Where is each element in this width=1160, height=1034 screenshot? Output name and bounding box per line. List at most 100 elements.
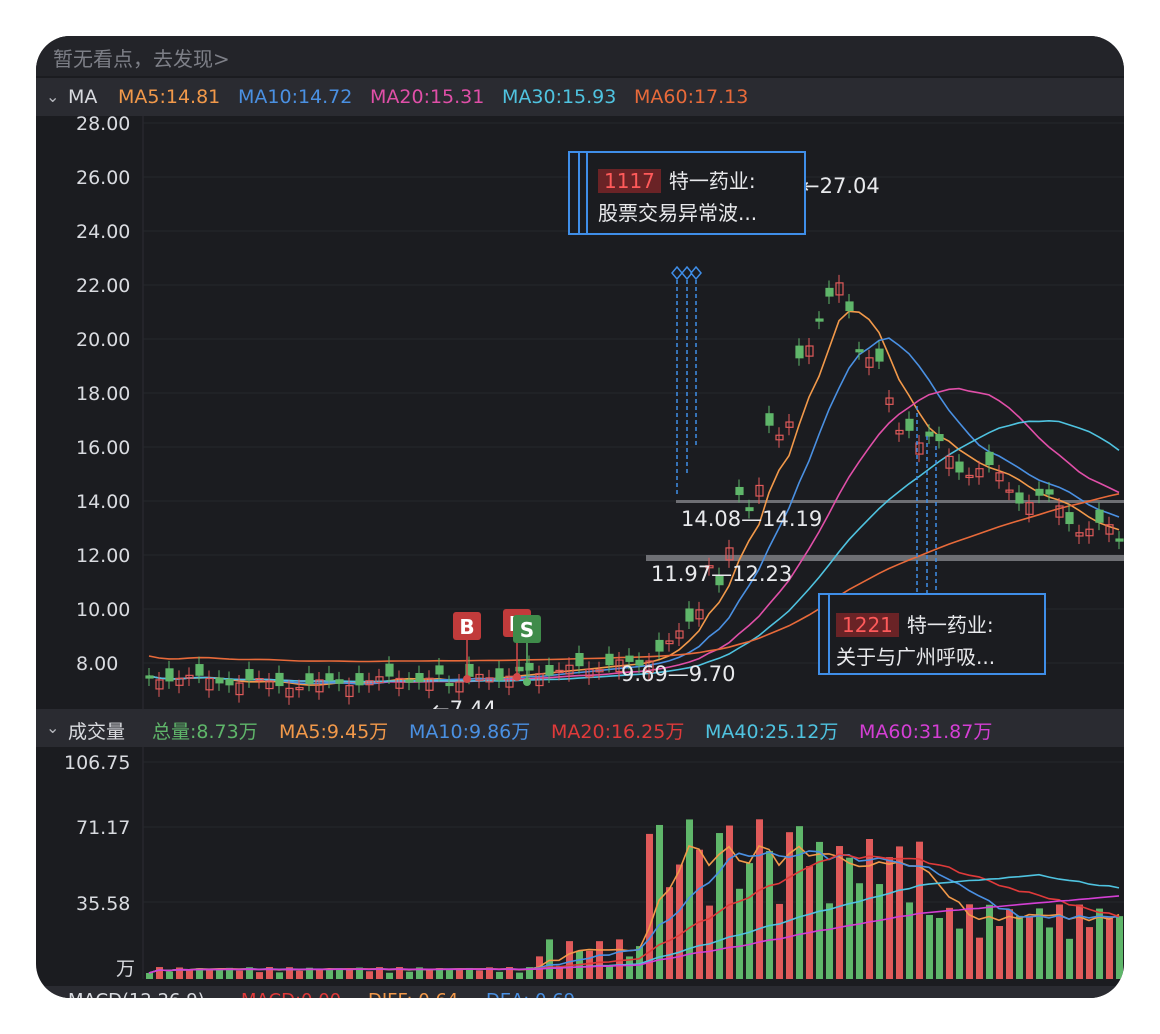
volume-bar xyxy=(846,857,853,979)
candle xyxy=(1055,505,1064,518)
price-chart[interactable]: 28.00 26.00 24.00 22.00 20.00 18.00 16.0… xyxy=(36,116,1124,709)
volume-bar xyxy=(716,833,723,979)
volume-bar xyxy=(486,967,493,979)
candle xyxy=(835,282,844,296)
volume-bar xyxy=(586,950,593,979)
candle xyxy=(1025,502,1034,515)
volume-bar xyxy=(726,825,733,979)
volume-bar xyxy=(496,971,503,979)
candle xyxy=(915,442,924,455)
volume-bar xyxy=(366,971,373,979)
hint-bar[interactable]: 暂无看点，去发现> xyxy=(36,36,1124,76)
news-body-1: 股票交易异常波... xyxy=(598,201,758,225)
volume-bar xyxy=(656,824,663,979)
volume-bar xyxy=(836,846,843,979)
volume-bar xyxy=(606,965,613,979)
volume-header[interactable]: ⌄ 成交量 总量:8.73万 MA5:9.45万 MA10:9.86万 MA20… xyxy=(36,709,1124,747)
candle xyxy=(515,666,524,672)
gap-band-2 xyxy=(646,555,1124,561)
volume-bar xyxy=(236,970,243,979)
volume-bar xyxy=(946,907,953,979)
candle xyxy=(605,653,614,666)
ma-line xyxy=(148,310,1120,686)
volume-bar xyxy=(206,968,213,979)
volume-bar xyxy=(746,863,753,979)
vol-tick-1: 71.17 xyxy=(76,817,130,839)
volume-chevron-down-icon[interactable]: ⌄ xyxy=(46,718,60,737)
candle xyxy=(815,318,824,322)
candle xyxy=(825,287,834,297)
candle xyxy=(645,660,654,673)
volume-bar xyxy=(796,826,803,979)
ma-label: MA xyxy=(68,86,98,108)
news-popup-2[interactable]: 1221 特一药业: 关于与广州呼吸... xyxy=(818,593,1046,675)
candle xyxy=(935,434,944,442)
chart-card: 暂无看点，去发现> ⌄ MA MA5:14.81 MA10:14.72 MA20… xyxy=(36,36,1124,998)
volume-bar xyxy=(256,972,263,979)
volume-bar xyxy=(1056,904,1063,979)
volume-bar xyxy=(466,967,473,979)
macd-header[interactable]: MACD(12,26,9) MACD:0.00 DIFF: 0.64 DEA: … xyxy=(36,986,1124,998)
chevron-down-icon[interactable]: ⌄ xyxy=(46,87,60,106)
volume-bar xyxy=(546,939,553,979)
candle xyxy=(985,451,994,466)
volume-bar xyxy=(1066,938,1073,979)
candle xyxy=(195,664,204,676)
volume-bar xyxy=(856,883,863,979)
candle xyxy=(525,662,534,671)
candle xyxy=(965,474,974,479)
candle xyxy=(845,301,854,312)
volume-bar xyxy=(156,967,163,979)
candle xyxy=(435,665,444,675)
candle xyxy=(885,397,894,405)
volume-bar xyxy=(306,967,313,979)
candle xyxy=(995,472,1004,482)
volume-bar xyxy=(166,971,173,979)
candle xyxy=(185,674,194,679)
sell-marker[interactable]: S xyxy=(513,615,541,686)
volume-bar xyxy=(516,972,523,979)
candle xyxy=(235,682,244,696)
candle xyxy=(795,345,804,359)
price-tick-2: 24.00 xyxy=(76,221,130,243)
low-label: ←7.44 xyxy=(432,697,496,709)
hint-text[interactable]: 暂无看点，去发现> xyxy=(53,47,230,71)
candle xyxy=(665,640,674,645)
volume-bar xyxy=(196,968,203,979)
volume-bar xyxy=(776,903,783,979)
volume-bar xyxy=(966,904,973,979)
volume-bar xyxy=(626,956,633,979)
candle xyxy=(355,673,364,686)
candle xyxy=(1035,488,1044,496)
candle xyxy=(575,653,584,667)
price-tick-9: 10.00 xyxy=(76,599,130,621)
price-tick-1: 26.00 xyxy=(76,167,130,189)
ma-header[interactable]: ⌄ MA MA5:14.81 MA10:14.72 MA20:15.31 MA3… xyxy=(36,78,1124,116)
price-tick-8: 12.00 xyxy=(76,545,130,567)
candle xyxy=(955,461,964,473)
price-tick-4: 20.00 xyxy=(76,329,130,351)
volume-bar xyxy=(226,967,233,979)
volume-bar xyxy=(446,968,453,979)
gap-label-2: 11.97—12.23 xyxy=(651,562,792,586)
volume-bar xyxy=(956,928,963,979)
candle xyxy=(475,673,484,681)
candle xyxy=(785,421,794,428)
volume-bar xyxy=(1116,916,1123,979)
volume-bar xyxy=(1076,904,1083,979)
volume-chart[interactable]: 106.75 71.17 35.58 万 xyxy=(36,747,1124,979)
news-popup-1[interactable]: 1117 特一药业: 股票交易异常波... xyxy=(568,151,806,235)
candle xyxy=(345,685,354,698)
ma20-value: MA20:15.31 xyxy=(370,86,485,108)
volume-bar xyxy=(756,819,763,979)
buy-marker[interactable]: B xyxy=(453,612,481,683)
candle xyxy=(685,608,694,622)
gap-label-1: 14.08—14.19 xyxy=(681,507,822,531)
ma10-value: MA10:14.72 xyxy=(238,86,353,108)
candle xyxy=(415,673,424,683)
volume-bar xyxy=(526,967,533,979)
candle xyxy=(545,664,554,676)
candle xyxy=(1115,538,1124,542)
volume-ma-line xyxy=(148,845,1120,974)
candle xyxy=(295,687,304,691)
